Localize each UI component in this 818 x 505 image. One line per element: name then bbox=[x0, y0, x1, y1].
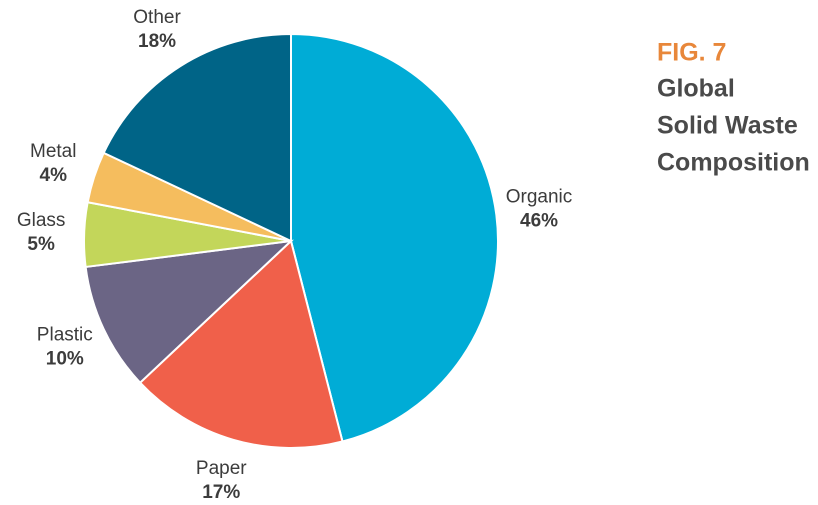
pie-slice bbox=[290, 32, 499, 443]
chart-title: Solid Waste bbox=[657, 112, 798, 140]
figure-label: FIG. 7 bbox=[657, 39, 726, 67]
pie-slice bbox=[138, 239, 344, 449]
slice-label: Other bbox=[133, 7, 181, 28]
slice-value: 46% bbox=[520, 211, 558, 232]
slice-label: Plastic bbox=[37, 324, 93, 345]
slice-value: 17% bbox=[202, 482, 240, 503]
pie-slice bbox=[84, 239, 294, 385]
pie-slice bbox=[102, 32, 292, 243]
slice-label: Metal bbox=[30, 141, 76, 162]
slice-value: 10% bbox=[46, 348, 84, 369]
slice-label: Organic bbox=[506, 187, 573, 208]
slice-label: Paper bbox=[196, 458, 247, 479]
slice-value: 18% bbox=[138, 31, 176, 52]
slice-label: Glass bbox=[17, 210, 66, 231]
chart-title: Global bbox=[657, 75, 735, 103]
slice-value: 5% bbox=[27, 234, 55, 255]
slice-value: 4% bbox=[40, 165, 68, 186]
chart-title: Composition bbox=[657, 149, 810, 177]
